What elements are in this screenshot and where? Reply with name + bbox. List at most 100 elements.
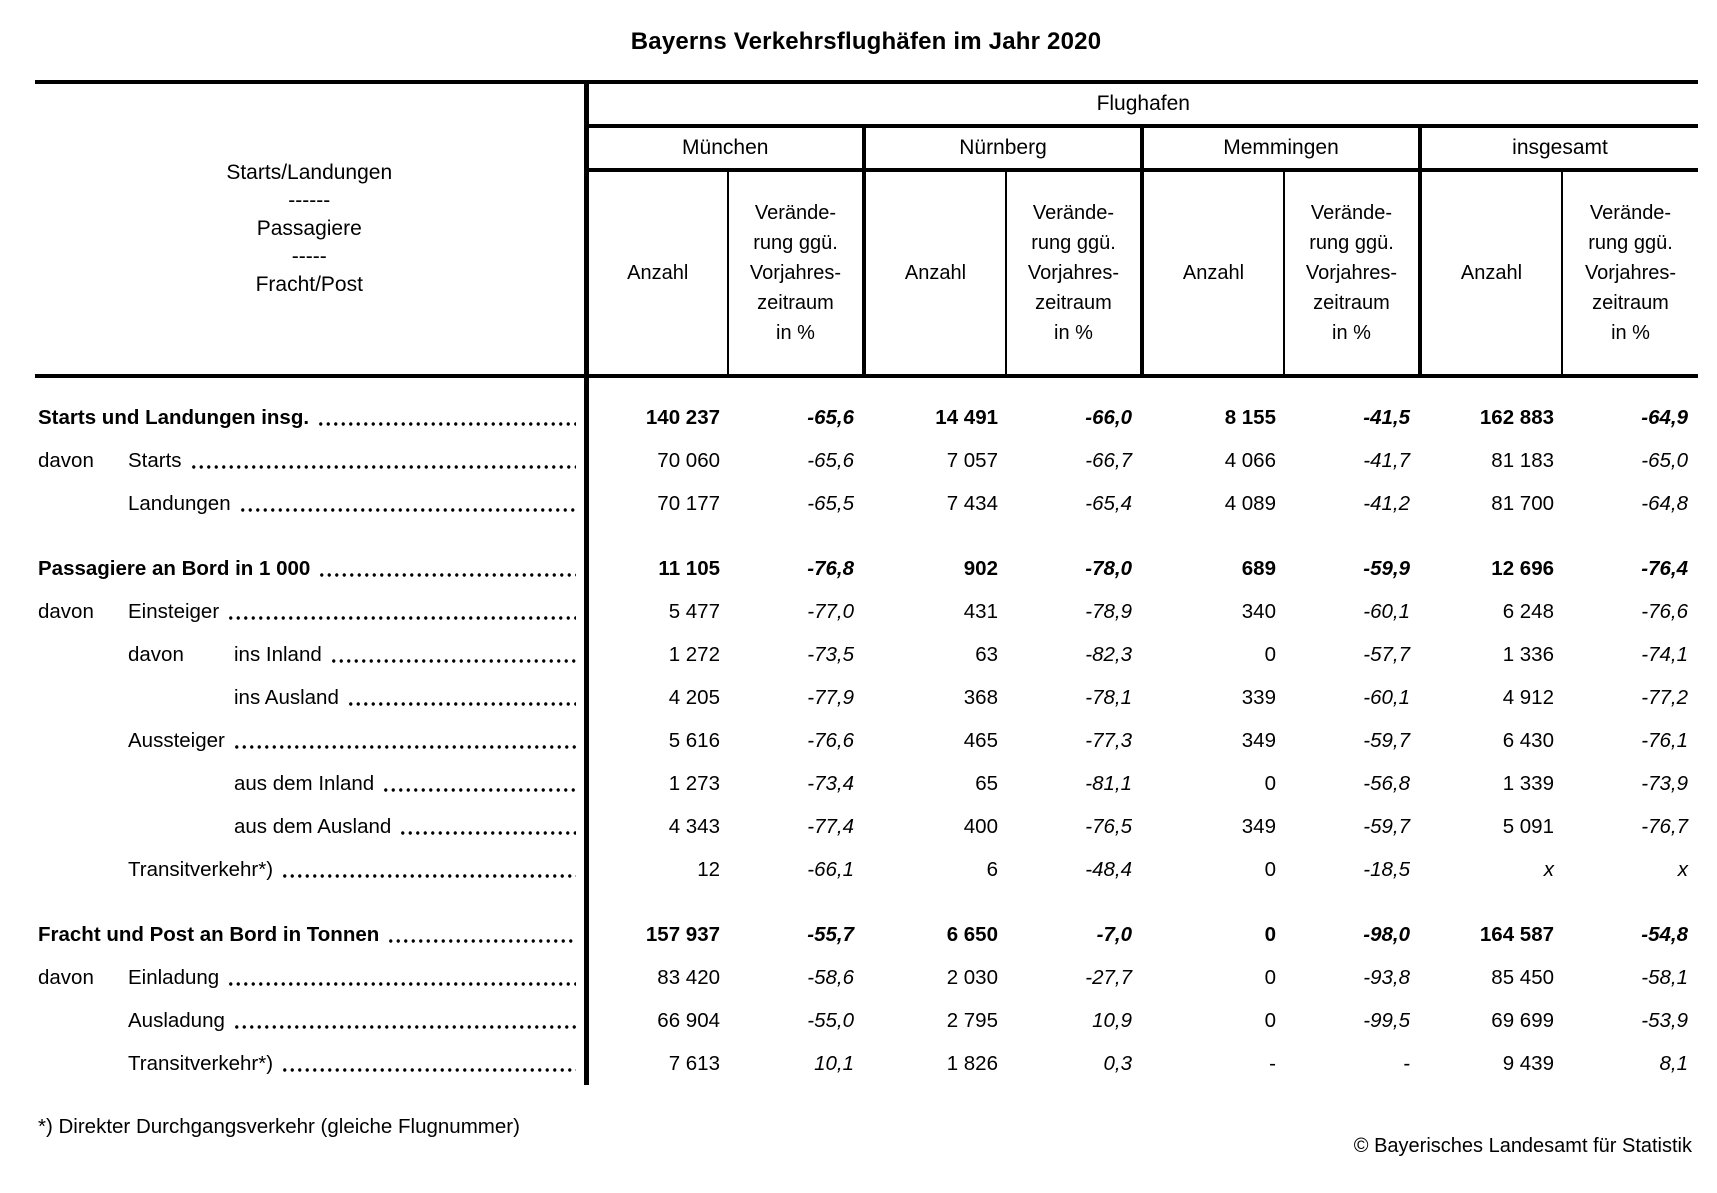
cell-muenchen-anzahl: 11 105	[658, 557, 720, 580]
table-row: aus dem Inland 1 273 -73,4 65 -81,1 0 -56,8 1 3…	[35, 762, 1698, 805]
cell-nuernberg-veraenderung: -78,1	[1085, 686, 1132, 709]
cell-muenchen-veraenderung: -65,5	[807, 492, 854, 515]
cell-insgesamt-veraenderung: x	[1677, 858, 1689, 881]
dotted-leader	[399, 805, 576, 848]
cell-memmingen-veraenderung: -59,7	[1363, 729, 1410, 752]
cell-memmingen-anzahl: 0	[1264, 923, 1276, 946]
cell-insgesamt-anzahl: 164 587	[1479, 923, 1554, 946]
row-label-wrap: ins Ausland	[38, 676, 584, 719]
cell-insgesamt-veraenderung: -58,1	[1641, 966, 1689, 989]
cell-insgesamt-veraenderung: -53,9	[1641, 1009, 1689, 1032]
dotted-leader	[189, 439, 576, 482]
cell-memmingen-anzahl: 4 089	[1224, 492, 1276, 515]
cell-muenchen-veraenderung: -66,1	[807, 858, 854, 881]
row-label: Aussteiger	[128, 729, 225, 752]
cell-muenchen-anzahl: 7 613	[668, 1052, 720, 1075]
cell-insgesamt-veraenderung: -76,7	[1641, 815, 1689, 838]
cell-memmingen-anzahl: 339	[1241, 686, 1276, 709]
row-label-cell: aus dem Inland	[35, 762, 589, 805]
table-row: ins Ausland 4 205 -77,9 368 -78,1 339 -60,1 4 9…	[35, 676, 1698, 719]
row-label: aus dem Inland	[234, 772, 375, 795]
davon-prefix: davon	[38, 449, 94, 472]
cell-insgesamt-veraenderung: -76,6	[1641, 600, 1689, 623]
row-label: Passagiere an Bord in 1 000	[38, 557, 311, 580]
davon-prefix	[38, 1042, 128, 1085]
cell-memmingen-anzahl: 8 155	[1224, 406, 1276, 429]
cell-insgesamt-veraenderung: -65,0	[1641, 449, 1689, 472]
measure-header-veraenderung-memmingen: Verände- rung ggü. Vorjahres- zeitraum i…	[1283, 170, 1420, 378]
cell-insgesamt-anzahl: 69 699	[1491, 1009, 1554, 1032]
measure-header-anzahl-memmingen: Anzahl	[1140, 170, 1284, 378]
row-label-cell: Transitverkehr*)	[35, 848, 589, 891]
cell-muenchen-veraenderung: -73,4	[807, 772, 854, 795]
dotted-leader	[317, 396, 576, 439]
cell-insgesamt-veraenderung: -64,8	[1641, 492, 1689, 515]
row-label-wrap: davon Einladung	[38, 956, 584, 999]
cell-muenchen-anzahl: 5 477	[668, 600, 720, 623]
airport-header-memmingen: Memmingen	[1140, 126, 1420, 172]
cell-nuernberg-veraenderung: -77,3	[1085, 729, 1132, 752]
cell-memmingen-veraenderung: -41,5	[1363, 406, 1410, 429]
table-row: davon Einsteiger 5 477 -77,0 431 -78,9 340 -60,…	[35, 590, 1698, 633]
davon-prefix	[128, 762, 234, 805]
row-label-wrap: aus dem Inland	[38, 762, 584, 805]
stub-separator: -----	[291, 245, 327, 268]
dotted-leader	[232, 719, 576, 762]
cell-insgesamt-anzahl: 12 696	[1491, 557, 1554, 580]
cell-nuernberg-anzahl: 902	[963, 557, 998, 580]
row-label-cell: Aussteiger	[35, 719, 589, 762]
footnote: *) Direkter Durchgangsverkehr (gleiche F…	[38, 1115, 520, 1138]
cell-memmingen-anzahl: 4 066	[1224, 449, 1276, 472]
table-row: davon ins Inland 1 272 -73,5 63 -82,3 0 -57,7 1 …	[35, 633, 1698, 676]
davon-prefix	[128, 805, 234, 848]
cell-muenchen-veraenderung: -55,0	[807, 1009, 854, 1032]
page-title: Bayerns Verkehrsflughäfen im Jahr 2020	[630, 28, 1102, 55]
dotted-leader	[227, 590, 576, 633]
stub-line: Fracht/Post	[255, 273, 363, 296]
table-row: Aussteiger 5 616 -76,6 465 -77,3 349 -59,7 6 43…	[35, 719, 1698, 762]
cell-memmingen-veraenderung: -18,5	[1363, 858, 1410, 881]
row-label: Fracht und Post an Bord in Tonnen	[38, 923, 380, 946]
airports-statistics-table: Starts/Landungen ------ Passagiere ----- Fra…	[35, 80, 1699, 1085]
cell-memmingen-veraenderung: -59,7	[1363, 815, 1410, 838]
cell-muenchen-veraenderung: -77,9	[807, 686, 854, 709]
davon-prefix: davon	[38, 966, 94, 989]
cell-muenchen-veraenderung: -76,6	[807, 729, 854, 752]
cell-memmingen-anzahl: 0	[1264, 966, 1276, 989]
cell-memmingen-veraenderung: -60,1	[1363, 686, 1410, 709]
dotted-leader	[382, 762, 576, 805]
cell-nuernberg-veraenderung: -76,5	[1085, 815, 1132, 838]
cell-insgesamt-veraenderung: -54,8	[1641, 923, 1689, 946]
row-label: ins Ausland	[234, 686, 339, 709]
cell-muenchen-anzahl: 12	[697, 858, 720, 881]
dotted-leader	[227, 956, 576, 999]
cell-nuernberg-veraenderung: -78,0	[1085, 557, 1132, 580]
cell-nuernberg-anzahl: 465	[963, 729, 998, 752]
cell-insgesamt-anzahl: 81 183	[1491, 449, 1554, 472]
row-label-wrap: Passagiere an Bord in 1 000	[38, 547, 584, 590]
dotted-leader	[281, 1042, 576, 1085]
indent-spacer	[38, 805, 128, 848]
row-label-wrap: Landungen	[38, 482, 584, 525]
table-body: Starts und Landungen insg. 140 237 -65,6 14…	[35, 376, 1698, 1085]
cell-insgesamt-veraenderung: -73,9	[1641, 772, 1689, 795]
cell-muenchen-anzahl: 157 937	[645, 923, 720, 946]
davon-prefix: davon	[38, 600, 94, 623]
cell-muenchen-veraenderung: -58,6	[807, 966, 854, 989]
row-label-wrap: davon Einsteiger	[38, 590, 584, 633]
cell-insgesamt-anzahl: 5 091	[1502, 815, 1554, 838]
cell-memmingen-veraenderung: -93,8	[1363, 966, 1410, 989]
stub-line: Passagiere	[256, 217, 362, 240]
cell-memmingen-anzahl: -	[1269, 1052, 1276, 1075]
row-label: Einladung	[128, 966, 220, 989]
davon-prefix: davon	[128, 643, 184, 666]
airport-header-muenchen: München	[586, 126, 864, 172]
cell-nuernberg-veraenderung: 10,9	[1092, 1009, 1132, 1032]
cell-memmingen-veraenderung: -57,7	[1363, 643, 1410, 666]
cell-muenchen-veraenderung: -77,0	[807, 600, 854, 623]
cell-insgesamt-veraenderung: -76,4	[1641, 557, 1689, 580]
table-row: aus dem Ausland 4 343 -77,4 400 -76,5 349 -59,…	[35, 805, 1698, 848]
row-label-cell: Landungen	[35, 482, 589, 525]
cell-muenchen-anzahl: 1 273	[668, 772, 720, 795]
table-row: davon Starts 70 060 -65,6 7 057 -66,7 4 066 -41…	[35, 439, 1698, 482]
